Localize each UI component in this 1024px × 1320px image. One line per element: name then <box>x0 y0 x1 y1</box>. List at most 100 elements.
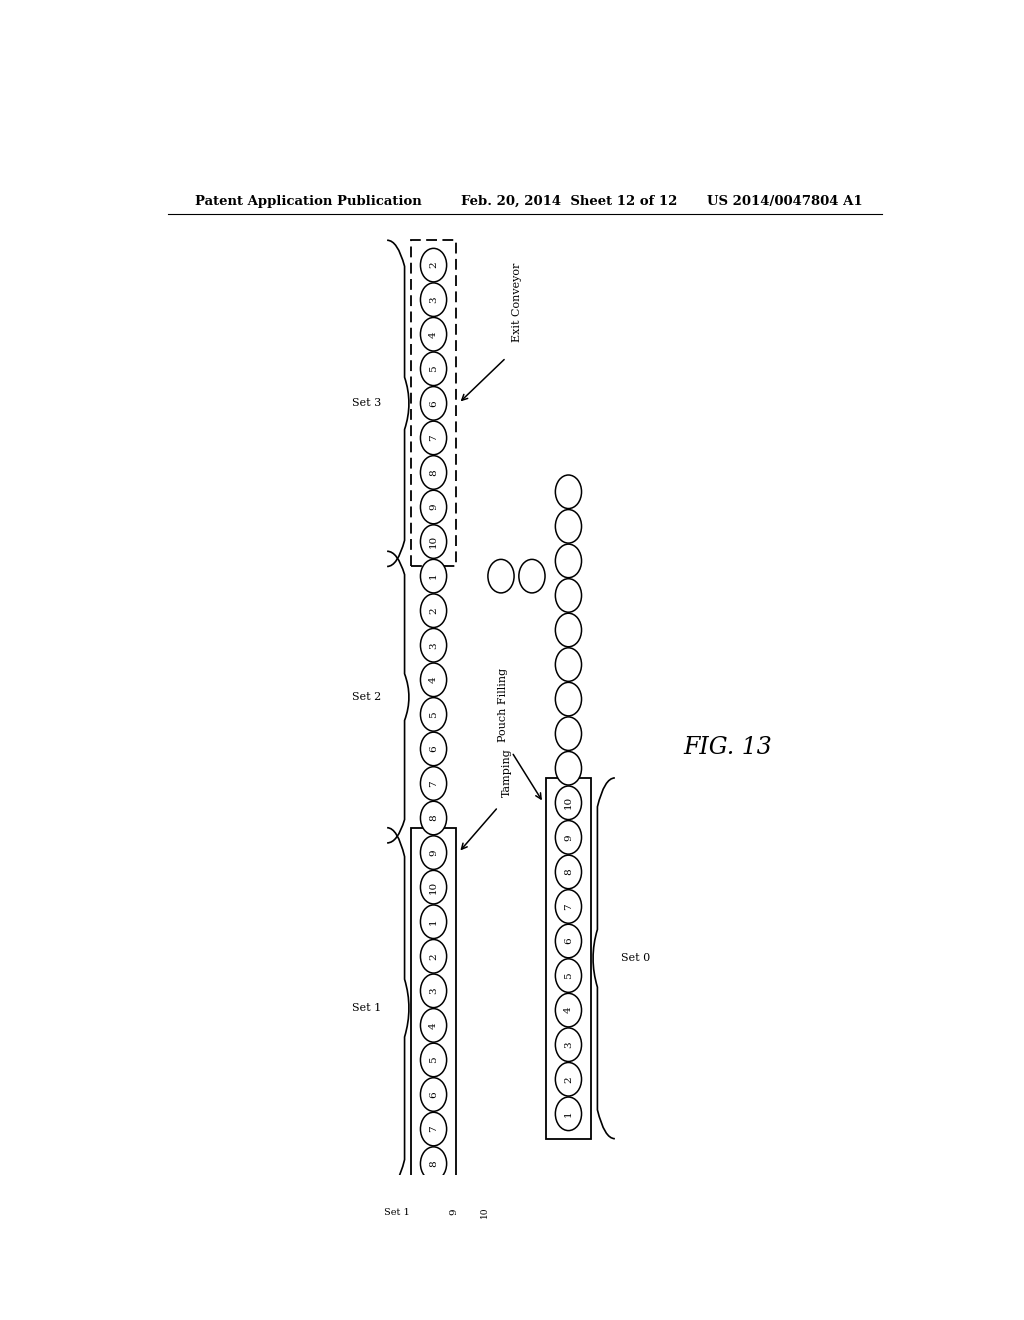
Text: 2: 2 <box>429 261 438 268</box>
Text: 10: 10 <box>564 796 573 809</box>
Text: Exit Conveyor: Exit Conveyor <box>512 263 521 342</box>
Text: 1: 1 <box>429 573 438 579</box>
Text: 2: 2 <box>564 1076 573 1082</box>
Text: 3: 3 <box>429 987 438 994</box>
Bar <box>411 828 456 1188</box>
Text: 2: 2 <box>429 953 438 960</box>
Text: 3: 3 <box>429 297 438 304</box>
Text: 6: 6 <box>429 400 438 407</box>
Circle shape <box>421 836 446 870</box>
Circle shape <box>555 682 582 715</box>
Circle shape <box>471 1195 498 1229</box>
Text: Set 0: Set 0 <box>622 953 650 964</box>
Text: 5: 5 <box>429 1056 438 1063</box>
Text: 2: 2 <box>429 607 438 614</box>
Text: 4: 4 <box>429 331 438 338</box>
Text: Set 1: Set 1 <box>384 1208 411 1217</box>
Circle shape <box>555 924 582 958</box>
Circle shape <box>421 387 446 420</box>
Circle shape <box>555 717 582 751</box>
Text: US 2014/0047804 A1: US 2014/0047804 A1 <box>708 194 863 207</box>
Text: 1: 1 <box>429 919 438 925</box>
Circle shape <box>421 248 446 282</box>
Circle shape <box>421 318 446 351</box>
Text: 5: 5 <box>564 973 573 979</box>
Circle shape <box>555 1028 582 1061</box>
Circle shape <box>555 544 582 578</box>
Circle shape <box>421 282 446 317</box>
Text: 8: 8 <box>429 814 438 821</box>
Circle shape <box>421 697 446 731</box>
Text: 10: 10 <box>429 535 438 548</box>
Text: Set 3: Set 3 <box>351 399 381 408</box>
Text: 4: 4 <box>564 1007 573 1014</box>
Text: Patent Application Publication: Patent Application Publication <box>196 194 422 207</box>
Circle shape <box>555 475 582 508</box>
Circle shape <box>421 1147 446 1180</box>
Text: 7: 7 <box>429 780 438 787</box>
Circle shape <box>421 490 446 524</box>
Text: 4: 4 <box>429 1022 438 1028</box>
Circle shape <box>421 906 446 939</box>
Circle shape <box>555 958 582 993</box>
Text: 3: 3 <box>429 642 438 648</box>
Text: 3: 3 <box>564 1041 573 1048</box>
Circle shape <box>421 1043 446 1077</box>
Circle shape <box>519 560 545 593</box>
Text: Set 1: Set 1 <box>351 1003 381 1014</box>
Text: FIG. 13: FIG. 13 <box>684 737 772 759</box>
Circle shape <box>555 994 582 1027</box>
Circle shape <box>555 1063 582 1096</box>
Circle shape <box>555 648 582 681</box>
Text: 6: 6 <box>429 746 438 752</box>
Text: Set 2: Set 2 <box>351 692 381 702</box>
Text: 6: 6 <box>564 937 573 944</box>
Circle shape <box>555 785 582 820</box>
Circle shape <box>421 733 446 766</box>
Circle shape <box>555 890 582 923</box>
Text: 8: 8 <box>429 1160 438 1167</box>
Text: 10: 10 <box>429 880 438 894</box>
Text: 9: 9 <box>564 834 573 841</box>
Text: 4: 4 <box>429 677 438 684</box>
Bar <box>411 240 456 566</box>
Text: 5: 5 <box>429 711 438 718</box>
Text: 1: 1 <box>564 1110 573 1117</box>
Circle shape <box>555 821 582 854</box>
Text: Feb. 20, 2014  Sheet 12 of 12: Feb. 20, 2014 Sheet 12 of 12 <box>461 194 678 207</box>
Text: 9: 9 <box>449 1209 458 1216</box>
Circle shape <box>555 1097 582 1131</box>
Bar <box>546 777 591 1139</box>
Circle shape <box>555 855 582 888</box>
Text: 8: 8 <box>429 469 438 475</box>
Circle shape <box>555 510 582 543</box>
Circle shape <box>421 974 446 1007</box>
Text: 9: 9 <box>429 504 438 511</box>
Circle shape <box>421 801 446 834</box>
Circle shape <box>487 560 514 593</box>
Text: 10: 10 <box>480 1206 488 1218</box>
Circle shape <box>421 870 446 904</box>
Circle shape <box>421 352 446 385</box>
Circle shape <box>421 1113 446 1146</box>
Circle shape <box>440 1195 467 1229</box>
Circle shape <box>421 594 446 627</box>
Circle shape <box>555 751 582 785</box>
Circle shape <box>421 940 446 973</box>
Text: 8: 8 <box>564 869 573 875</box>
Text: 7: 7 <box>564 903 573 909</box>
Circle shape <box>421 421 446 454</box>
Text: 7: 7 <box>429 434 438 441</box>
Circle shape <box>421 663 446 697</box>
Text: Pouch Filling: Pouch Filling <box>498 668 508 742</box>
Text: 5: 5 <box>429 366 438 372</box>
Text: 6: 6 <box>429 1092 438 1098</box>
Text: 7: 7 <box>429 1126 438 1133</box>
Circle shape <box>555 578 582 612</box>
Circle shape <box>421 767 446 800</box>
Circle shape <box>421 560 446 593</box>
Text: 9: 9 <box>429 849 438 855</box>
Circle shape <box>421 525 446 558</box>
Circle shape <box>421 1008 446 1043</box>
Circle shape <box>421 1077 446 1111</box>
